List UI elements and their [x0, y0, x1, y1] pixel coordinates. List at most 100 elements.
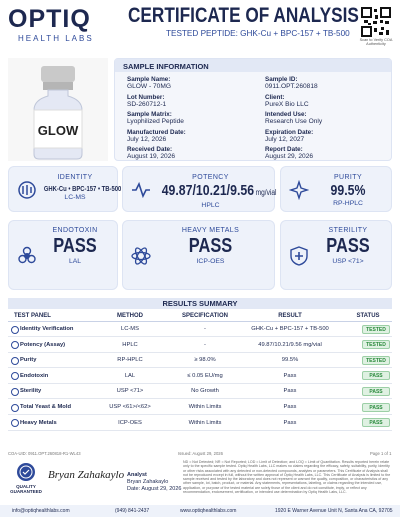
card-value-text: PASS	[326, 235, 370, 257]
cell: Pass	[283, 419, 297, 426]
cell: Pass	[283, 388, 297, 395]
analyst-role: Analyst	[127, 472, 147, 478]
table-row: Heavy Metals ICP-OES Within Limits Pass PASS	[8, 416, 392, 431]
status-badge: TESTED	[362, 355, 390, 365]
website[interactable]: www.optiqhealthlabs.com	[180, 508, 237, 514]
result-card: HEAVY METALS PASS ICP-OES	[122, 220, 275, 290]
cell: 49.87/10.21/9.56 mg/vial	[258, 341, 322, 348]
cell: LC-MS	[120, 326, 140, 332]
table-row: Endotoxin LAL ≤ 0.05 EU/mg Pass PASS	[8, 369, 392, 384]
card-value: PASS	[316, 235, 380, 258]
card-unit: mg/vial	[255, 188, 277, 197]
cell: ≥ 98.0%	[194, 357, 216, 364]
info-label: Received Date:	[127, 146, 173, 153]
row-icon	[11, 387, 19, 396]
row-icon	[11, 419, 19, 428]
quality-seal	[17, 463, 35, 481]
info-value: July 12, 2027	[265, 135, 305, 143]
cell: Pass	[283, 372, 297, 379]
phone[interactable]: (949) 841-2437	[115, 508, 150, 514]
email[interactable]: info@optiqhealthlabs.com	[12, 508, 70, 514]
card-icon	[289, 180, 309, 200]
column-header: SPECIFICATION	[182, 313, 228, 319]
cell: Potency (Assay)	[20, 341, 66, 348]
card-icon	[132, 181, 150, 199]
card-body: POTENCY 49.87/10.21/9.56 mg/vial HPLC	[151, 174, 277, 209]
row-icon	[11, 325, 19, 334]
quality-badge: QUALITY GUARANTEED	[10, 484, 42, 494]
info-value: July 12, 2026	[127, 135, 167, 143]
column-header: TEST PANEL	[14, 313, 51, 319]
card-icon	[290, 246, 308, 266]
info-label: Lot Number:	[127, 93, 165, 101]
card-sub: USP <71>	[332, 258, 364, 265]
cell: -	[204, 341, 206, 348]
cell: USP <61>/<62>	[109, 404, 151, 410]
cell: Sterility	[20, 388, 42, 395]
card-value: 49.87/10.21/9.56 mg/vial	[161, 182, 277, 202]
column-header: RESULT	[278, 313, 302, 319]
info-label: Client:	[265, 93, 285, 101]
address: 1920 E Warner Avenue Unit N, Santa Ana C…	[275, 508, 393, 514]
card-value: PASS	[44, 235, 106, 258]
card-sub: LC-MS	[64, 194, 86, 202]
card-sub: ICP-OES	[196, 258, 225, 265]
info-value: August 19, 2026	[127, 153, 176, 160]
logo: OPTIQ	[8, 5, 91, 33]
card-body: ENDOTOXIN PASS LAL	[37, 227, 113, 265]
section-title: RESULTS SUMMARY	[8, 298, 392, 309]
card-title: POTENCY	[192, 174, 229, 181]
cell: Identity Verification	[20, 326, 74, 332]
table-row: Total Yeast & Mold USP <61>/<62> Within Li…	[8, 400, 392, 415]
card-body: STERILITY PASS USP <71>	[309, 227, 387, 265]
qr-code	[361, 7, 391, 37]
logo-sub: HEALTH LABS	[18, 34, 94, 43]
cell: Heavy Metals	[20, 419, 57, 426]
result-card: ENDOTOXIN PASS LAL	[8, 220, 118, 290]
vial-label: GLOW	[38, 123, 79, 138]
info-label: Sample Name:	[127, 76, 171, 83]
analyst: Analyst Bryan Zahakaylo Date: August 29,…	[127, 472, 181, 493]
card-title: PURITY	[333, 174, 363, 181]
info-value: 0911.OPT.260818	[265, 83, 318, 90]
info-value: SD-260712-1	[127, 100, 167, 108]
card-sub: HPLC	[201, 202, 220, 209]
cell: Purity	[20, 357, 37, 364]
card-title: HEAVY METALS	[181, 227, 240, 234]
disclaimer: ND = Not Detected; NR = Not Reported; LO…	[183, 460, 391, 495]
cell: Within Limits	[188, 419, 222, 426]
card-icon	[18, 181, 36, 199]
info-label: Expiration Date:	[265, 128, 314, 136]
card-icon	[131, 247, 151, 265]
coa-uid: COA-UID: 0911.OPT.260818-R1-WL43	[8, 451, 81, 456]
table-row: Identity Verification LC-MS - GHK-Cu + BPC-…	[8, 322, 392, 337]
info-value: PureX Bio LLC	[265, 100, 309, 108]
status-badge: TESTED	[362, 324, 390, 334]
result-card: STERILITY PASS USP <71>	[280, 220, 392, 290]
cell: Total Yeast & Mold	[20, 404, 71, 410]
table-header: TEST PANEL METHOD SPECIFICATION RESULT STATU…	[0, 313, 400, 322]
card-body: IDENTITY GHK-Cu • BPC-157 • TB-500 LC-MS	[37, 174, 121, 202]
cell: HPLC	[122, 341, 138, 348]
result-card: IDENTITY GHK-Cu • BPC-157 • TB-500 LC-MS	[8, 166, 121, 212]
card-value: 99.5%	[316, 182, 380, 200]
info-value: Research Use Only	[265, 118, 323, 125]
vial-image: GLOW	[8, 58, 108, 161]
rule	[8, 321, 392, 322]
card-value-text: GHK-Cu • BPC-157 • TB-500	[43, 184, 122, 193]
card-value: PASS	[162, 235, 260, 258]
info-label: Intended Use:	[265, 111, 307, 118]
card-value-text: PASS	[188, 235, 233, 257]
card-body: PURITY 99.5% RP-HPLC	[309, 174, 387, 207]
status-badge: PASS	[362, 386, 390, 396]
card-value-text: 49.87/10.21/9.56	[161, 182, 255, 199]
column-header: STATUS	[356, 313, 380, 319]
subtitle: TESTED PEPTIDE: GHK-Cu + BPC-157 + TB-50…	[166, 29, 350, 38]
row-icon	[11, 372, 19, 381]
cell: No Growth	[191, 388, 219, 395]
qr-caption: Scan to Verify COA Authenticity	[359, 38, 393, 46]
card-title: STERILITY	[328, 227, 368, 234]
table-row: Potency (Assay) HPLC - 49.87/10.21/9.56 mg/…	[8, 338, 392, 353]
info-col: Sample ID: 0911.OPT.260818 Client: PureX Bi…	[265, 76, 385, 164]
